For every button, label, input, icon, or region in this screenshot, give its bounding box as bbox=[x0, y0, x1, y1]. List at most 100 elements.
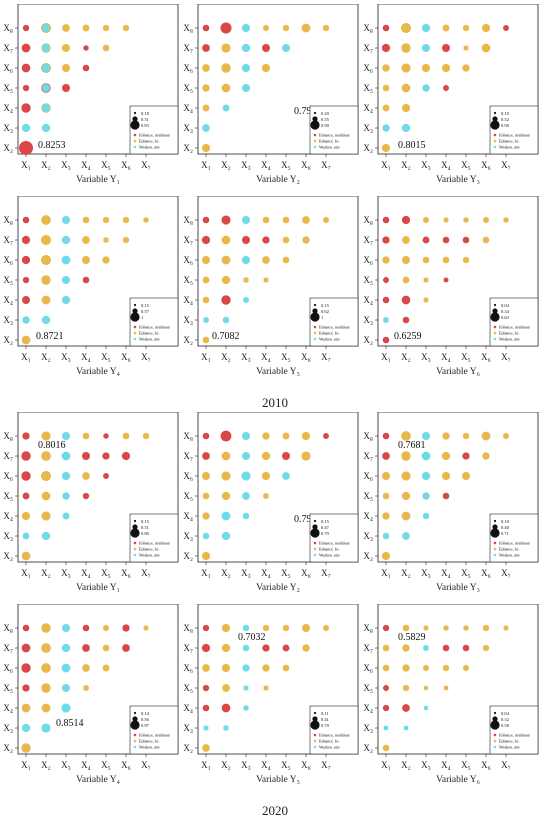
y-tick-label: X₃ bbox=[3, 315, 13, 325]
y-tick-label: X₂ bbox=[3, 335, 13, 345]
legend-size-label: 0.20 bbox=[321, 111, 330, 116]
legend-size-label: 0.63 bbox=[501, 315, 510, 320]
bubble bbox=[41, 63, 51, 73]
bubble bbox=[302, 236, 310, 244]
bubble bbox=[203, 317, 209, 323]
y-tick-label: X₄ bbox=[183, 703, 193, 713]
legend-color-marker bbox=[493, 745, 497, 749]
x-tick-label: X₃ bbox=[61, 160, 71, 170]
interaction-panel: X₂ X₃ X₄ X₅ X₆ X₇ X₈ X₁ X₂ X₃ X₄ X₅ X₆ X₇ Variable Y₄ 0… bbox=[3, 604, 179, 785]
legend-size-label: 0.47 bbox=[321, 525, 330, 530]
bubble bbox=[441, 471, 451, 481]
legend-color-marker bbox=[493, 547, 497, 551]
x-tick-label: X₂ bbox=[221, 352, 231, 362]
legend-color-label: Weaken, uni- bbox=[499, 337, 521, 343]
bubble bbox=[402, 256, 410, 264]
bubble bbox=[242, 84, 250, 92]
bubble bbox=[221, 623, 231, 633]
legend-size-label: 0.04 bbox=[501, 303, 510, 308]
x-tick-label: X₇ bbox=[501, 568, 511, 578]
y-tick-label: X₄ bbox=[183, 511, 193, 521]
legend-size-label: 0.15 bbox=[321, 303, 330, 308]
bubble bbox=[202, 532, 210, 540]
bubble bbox=[423, 217, 429, 223]
bubble bbox=[41, 451, 51, 461]
y-tick-label: X₅ bbox=[363, 83, 373, 93]
bubble bbox=[41, 491, 51, 501]
x-tick-label: X₄ bbox=[261, 352, 271, 362]
legend-box bbox=[129, 297, 179, 347]
bubble bbox=[282, 24, 290, 32]
legend-size-label: 0.18 bbox=[141, 111, 150, 116]
legend-box bbox=[129, 513, 179, 563]
x-tick-label: X₁ bbox=[21, 160, 31, 170]
legend-size-marker bbox=[132, 308, 138, 314]
x-tick-label: X₆ bbox=[121, 160, 131, 170]
bubble bbox=[62, 64, 70, 72]
bubble bbox=[382, 256, 390, 264]
bubble bbox=[243, 297, 249, 303]
x-tick-label: X₅ bbox=[281, 568, 291, 578]
bubble bbox=[62, 432, 70, 440]
legend-size-label: 0.83 bbox=[141, 123, 150, 128]
bubble bbox=[382, 84, 390, 92]
bubble bbox=[282, 452, 290, 460]
legend-size-label: 0.40 bbox=[501, 525, 510, 530]
legend-size-label: 0.41 bbox=[321, 717, 329, 722]
bubble bbox=[402, 664, 410, 672]
year-label-2010: 2010 bbox=[262, 395, 288, 410]
y-tick-label: X₆ bbox=[363, 63, 373, 73]
bubble bbox=[503, 217, 509, 223]
legend-color-marker bbox=[133, 739, 137, 743]
bubble bbox=[482, 452, 490, 460]
bubble bbox=[102, 452, 110, 460]
legend-size-marker bbox=[310, 120, 320, 130]
bubble bbox=[243, 685, 249, 691]
y-tick-label: X₇ bbox=[3, 451, 13, 461]
legend-box bbox=[309, 513, 359, 563]
x-axis-label: Variable Y₆ bbox=[436, 775, 480, 785]
interaction-panel: X₂ X₃ X₄ X₅ X₆ X₇ X₈ X₁ X₂ X₃ X₄ X₅ X₆ X₇ Variable Y₄ 0… bbox=[3, 196, 179, 377]
x-tick-label: X₆ bbox=[301, 160, 311, 170]
bubble bbox=[382, 432, 390, 440]
x-tick-label: X₄ bbox=[441, 568, 451, 578]
interaction-panel: X₂ X₃ X₄ X₅ X₆ X₇ X₈ X₁ X₂ X₃ X₄ X₅ X₆ X₇ Variable Y₂ 0… bbox=[183, 412, 359, 593]
y-tick-label: X₈ bbox=[183, 215, 193, 225]
y-tick-label: X₃ bbox=[363, 531, 373, 541]
legend-color-label: Enhance, bi- bbox=[319, 547, 340, 553]
bubble bbox=[82, 64, 90, 72]
bubble bbox=[22, 216, 30, 224]
bubble bbox=[202, 684, 210, 692]
y-tick-label: X₆ bbox=[183, 255, 193, 265]
legend-color-label: Enhance, nonlinear bbox=[319, 325, 351, 331]
legend-color-marker bbox=[133, 139, 137, 143]
bubble bbox=[221, 491, 231, 501]
legend-color-label: Weaken, uni- bbox=[139, 145, 161, 151]
legend-box bbox=[489, 705, 539, 755]
legend-color-label: Enhance, nonlinear bbox=[499, 133, 531, 139]
legend-size-label: 0.70 bbox=[321, 723, 330, 728]
bubble bbox=[301, 23, 311, 33]
bubble bbox=[423, 705, 429, 711]
x-tick-label: X₄ bbox=[261, 568, 271, 578]
bubble bbox=[103, 237, 109, 243]
bubble bbox=[82, 624, 90, 632]
bubble bbox=[422, 492, 430, 500]
bubble bbox=[261, 63, 271, 73]
bubble bbox=[202, 256, 210, 264]
bubble bbox=[443, 625, 449, 631]
legend-color-marker bbox=[313, 541, 317, 545]
legend-size-marker bbox=[310, 528, 320, 538]
bubble bbox=[62, 276, 70, 284]
bubble bbox=[22, 296, 30, 304]
bubble bbox=[423, 685, 429, 691]
y-tick-label: X₂ bbox=[363, 143, 373, 153]
x-tick-label: X₁ bbox=[201, 568, 211, 578]
legend-color-label: Weaken, uni- bbox=[139, 745, 161, 751]
y-tick-label: X₇ bbox=[183, 235, 193, 245]
bubble bbox=[463, 45, 469, 51]
x-tick-label: X₁ bbox=[381, 160, 391, 170]
bubble bbox=[143, 625, 149, 631]
bubble bbox=[381, 143, 391, 153]
x-tick-label: X₇ bbox=[321, 760, 331, 770]
